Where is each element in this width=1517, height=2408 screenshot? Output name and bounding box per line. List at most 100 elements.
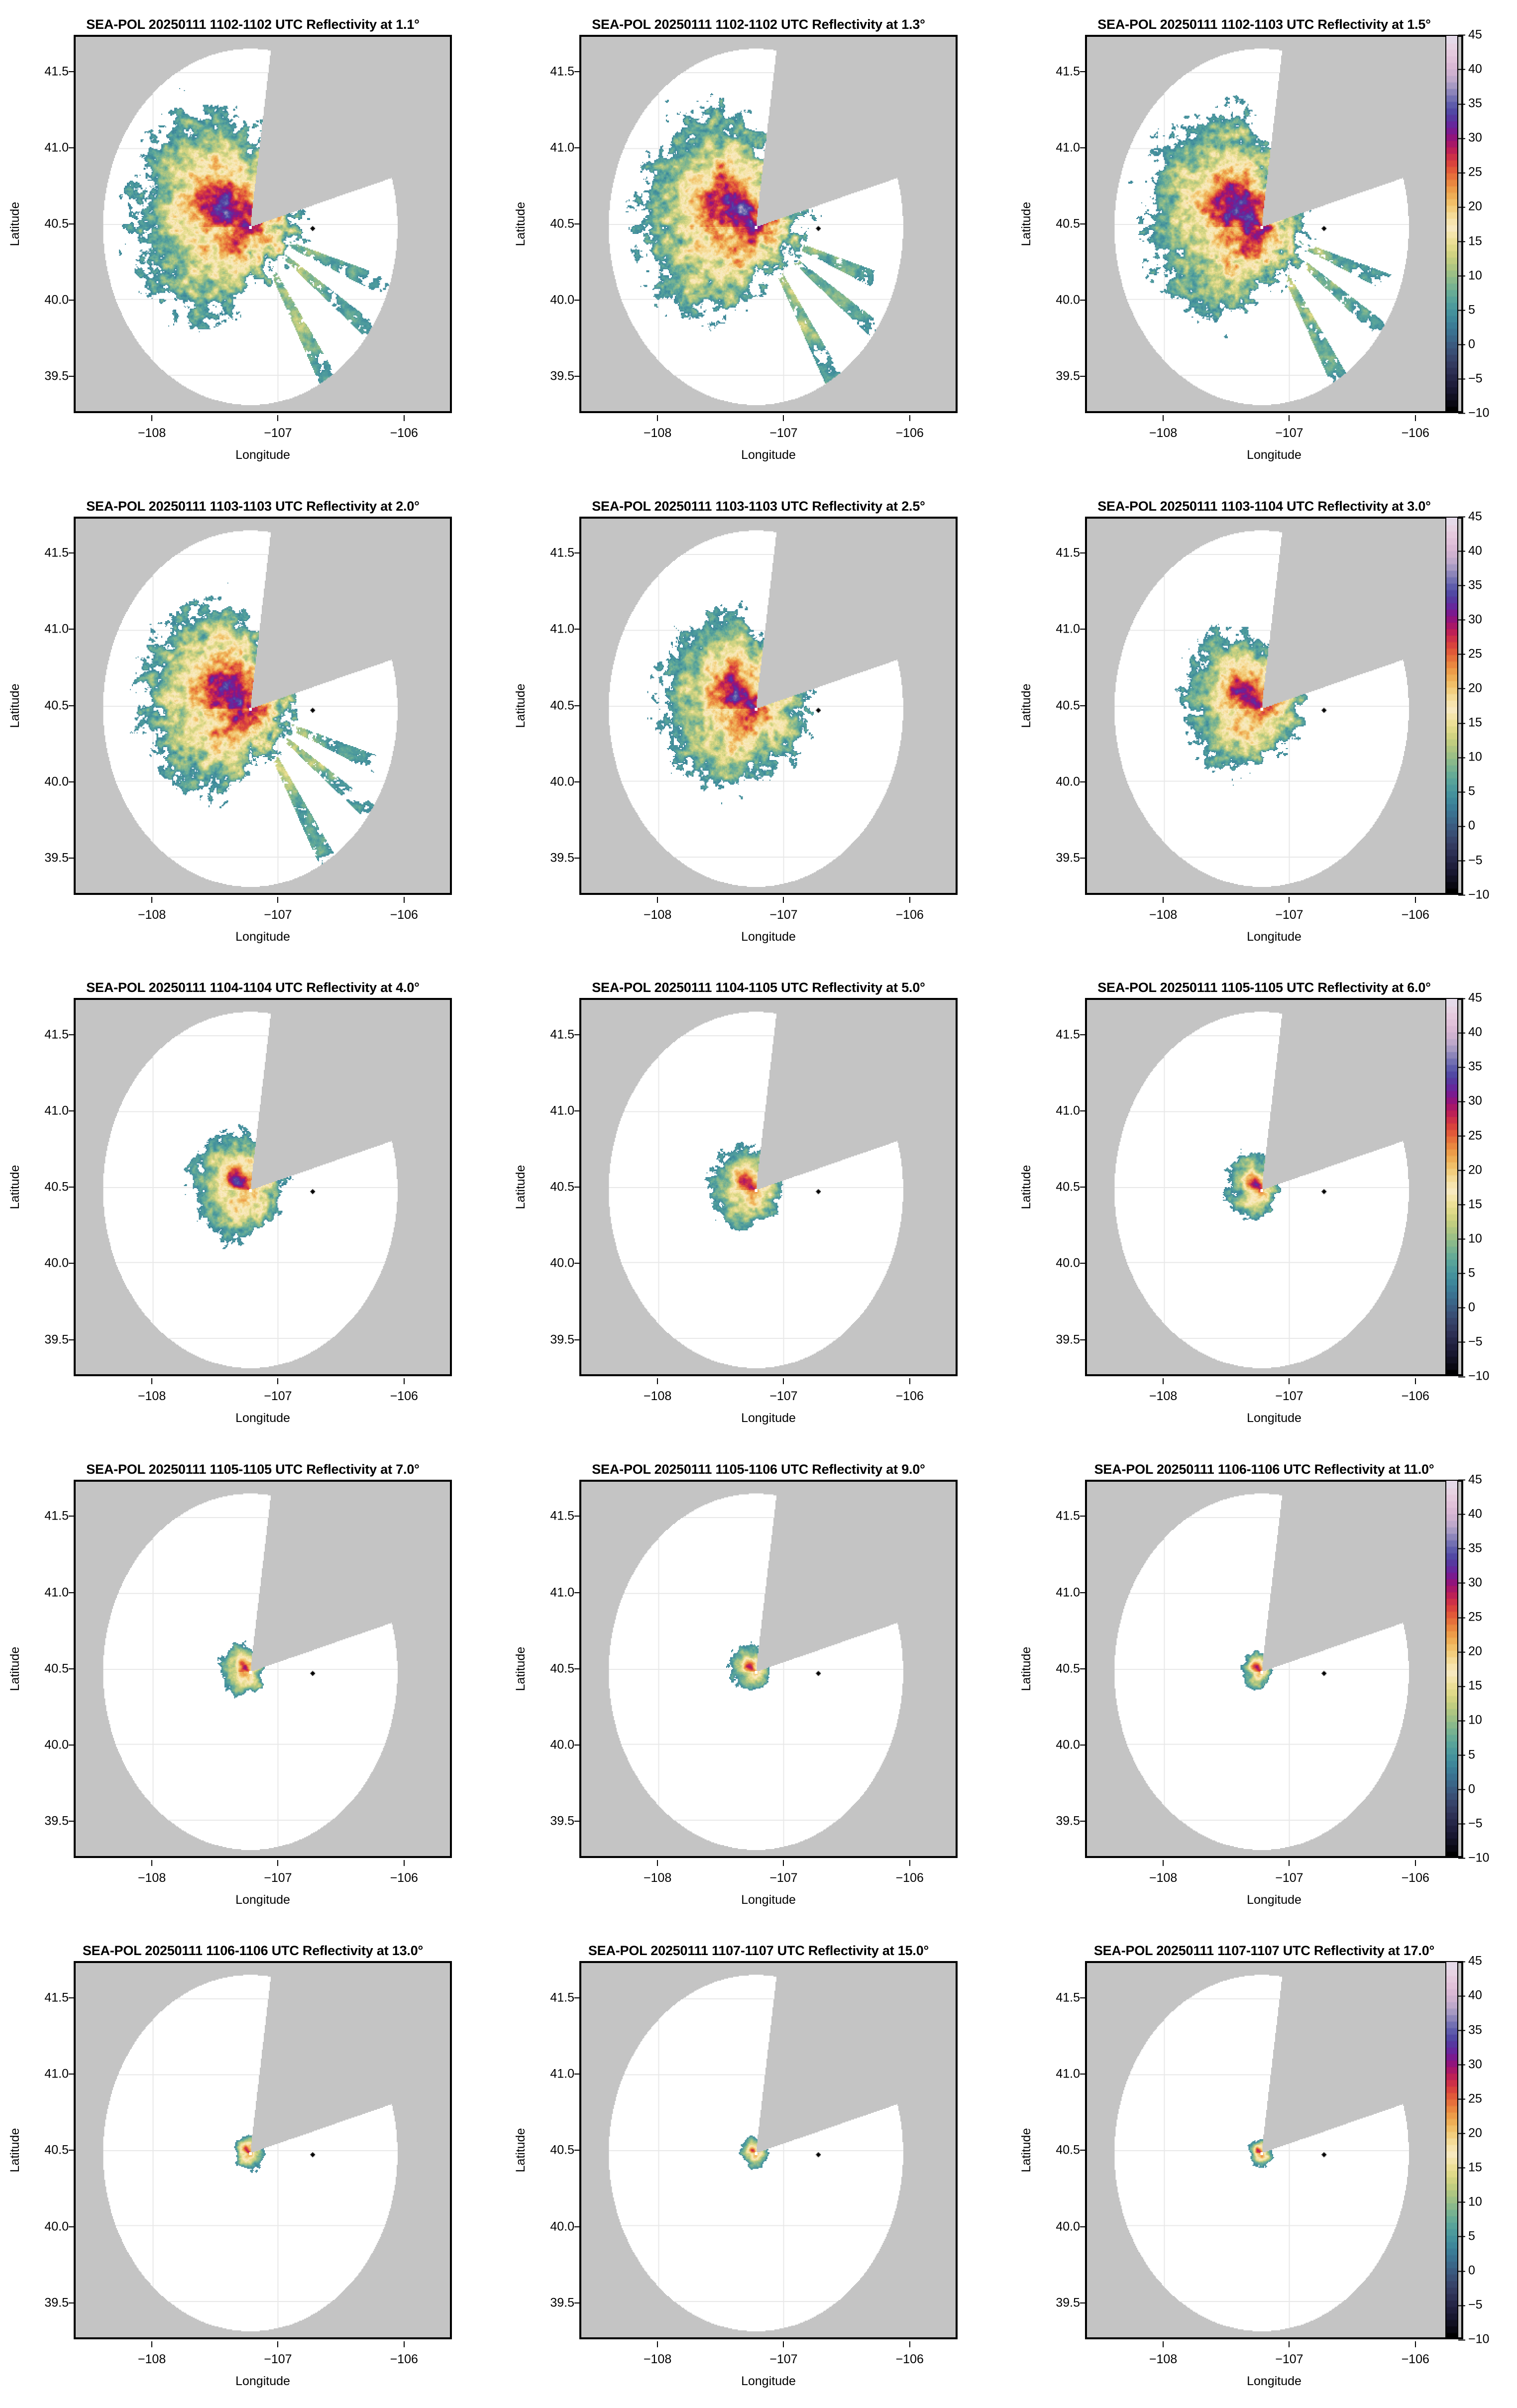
x-tick-mark xyxy=(277,2341,279,2348)
y-axis-label-wrap: Latitude xyxy=(8,998,32,1376)
x-tick-label: −108 xyxy=(1149,1870,1178,1885)
y-tick-label: 39.5 xyxy=(550,2296,574,2310)
colorbar-tick-label: −10 xyxy=(1468,1369,1490,1383)
x-tick-mark xyxy=(657,1378,658,1385)
x-tick-label: −107 xyxy=(1275,426,1303,440)
colorbar-tick-mark xyxy=(1458,1823,1465,1825)
colorbar-tick-mark xyxy=(1458,1686,1465,1687)
colorbar-tick-mark xyxy=(1458,550,1465,552)
colorbar-tick-mark xyxy=(1458,894,1465,896)
y-tick-mark xyxy=(1080,2074,1086,2075)
x-tick-mark xyxy=(1414,1378,1416,1385)
x-tick-label: −107 xyxy=(1275,1389,1303,1404)
y-tick-label: 40.5 xyxy=(1056,698,1080,713)
colorbar-tick-mark xyxy=(1458,2339,1465,2341)
y-tick-mark xyxy=(574,2150,580,2151)
y-tick-labels: 39.5 40.0 40.5 41.0 41.5 xyxy=(1041,1961,1080,2339)
y-tick-label: 41.0 xyxy=(44,2067,69,2081)
x-tick-label: −108 xyxy=(643,907,672,922)
y-tick-label: 40.0 xyxy=(550,2219,574,2234)
y-tick-label: 41.0 xyxy=(1056,2067,1080,2081)
y-tick-label: 40.0 xyxy=(550,1738,574,1752)
y-tick-label: 40.0 xyxy=(1056,1256,1080,1270)
y-tick-mark xyxy=(1080,1592,1086,1593)
y-axis-label: Latitude xyxy=(514,202,528,246)
colorbar-tick-mark xyxy=(1458,207,1465,208)
colorbar-tick-mark xyxy=(1458,2167,1465,2169)
y-axis-label: Latitude xyxy=(514,1165,528,1209)
colorbar-tick-mark xyxy=(1458,1238,1465,1240)
x-tick-mark xyxy=(151,1860,153,1866)
colorbar-tick: 20 xyxy=(1458,1644,1482,1659)
y-tick-label: 41.5 xyxy=(44,1027,69,1042)
colorbar-tick-label: −5 xyxy=(1468,1816,1483,1831)
y-axis-label: Latitude xyxy=(514,1646,528,1691)
y-tick-label: 39.5 xyxy=(550,1332,574,1347)
y-tick-label: 40.0 xyxy=(550,1256,574,1270)
y-tick-mark xyxy=(1080,71,1086,72)
y-tick-mark xyxy=(1080,705,1086,706)
x-tick-labels: −108 −107 −106 xyxy=(579,1860,958,1890)
colorbar-tick-label: −5 xyxy=(1468,2298,1483,2312)
x-tick-label: −108 xyxy=(1149,907,1178,922)
colorbar-tick-label: 20 xyxy=(1468,1163,1482,1177)
reflectivity-canvas xyxy=(76,37,450,411)
x-axis-label: Longitude xyxy=(1247,1411,1301,1425)
y-axis-label-wrap: Latitude xyxy=(514,517,538,895)
x-tick-mark xyxy=(1289,1860,1290,1866)
y-tick-label: 41.5 xyxy=(1056,1027,1080,1042)
y-tick-label: 41.0 xyxy=(44,1103,69,1118)
y-tick-label: 40.5 xyxy=(44,698,69,713)
y-tick-mark xyxy=(574,629,580,630)
y-tick-label: 39.5 xyxy=(44,1332,69,1347)
colorbar-tick-mark xyxy=(1458,688,1465,689)
x-tick-mark xyxy=(403,1860,405,1866)
y-tick-mark xyxy=(69,1516,75,1517)
y-tick-label: 41.0 xyxy=(44,622,69,636)
x-tick-label: −107 xyxy=(769,1389,798,1404)
x-tick-label: −108 xyxy=(643,426,672,440)
x-tick-mark xyxy=(277,415,279,421)
x-tick-mark xyxy=(403,415,405,421)
x-tick-label: −107 xyxy=(264,2352,292,2367)
colorbar-tick-label: 15 xyxy=(1468,1678,1482,1693)
y-tick-mark xyxy=(69,223,75,224)
x-tick-label: −108 xyxy=(643,1870,672,1885)
x-tick-mark xyxy=(1163,2341,1164,2348)
colorbar-tick-mark xyxy=(1458,998,1465,999)
y-tick-mark xyxy=(69,1187,75,1188)
x-tick-mark xyxy=(151,415,153,421)
y-tick-label: 40.5 xyxy=(550,2143,574,2157)
colorbar-tick: −5 xyxy=(1458,853,1483,868)
y-tick-mark xyxy=(574,1187,580,1188)
colorbar-tick: 0 xyxy=(1458,337,1475,351)
colorbar-tick: 5 xyxy=(1458,784,1475,799)
x-tick-mark xyxy=(1163,1860,1164,1866)
x-axis-label: Longitude xyxy=(235,2374,290,2389)
colorbar-tick-mark xyxy=(1458,791,1465,793)
y-tick-label: 40.0 xyxy=(44,774,69,789)
colorbar-tick-label: 0 xyxy=(1468,337,1475,351)
colorbar-tick: 45 xyxy=(1458,1954,1482,1969)
colorbar-tick-mark xyxy=(1458,1582,1465,1584)
colorbar-tick-mark xyxy=(1458,69,1465,70)
y-tick-label: 39.5 xyxy=(44,851,69,865)
colorbar-tick-label: 20 xyxy=(1468,681,1482,695)
y-tick-mark xyxy=(574,1821,580,1822)
y-tick-label: 40.5 xyxy=(550,217,574,231)
colorbar-tick: 25 xyxy=(1458,1610,1482,1625)
colorbar-tick-label: 35 xyxy=(1468,2023,1482,2037)
y-tick-mark xyxy=(574,2226,580,2227)
colorbar-tick-label: 5 xyxy=(1468,1266,1475,1280)
colorbar-tick-label: 15 xyxy=(1468,234,1482,248)
colorbar-tick-mark xyxy=(1458,619,1465,621)
colorbar-tick-mark xyxy=(1458,2305,1465,2306)
y-tick-label: 40.0 xyxy=(44,2219,69,2234)
y-tick-mark xyxy=(1080,147,1086,148)
colorbar-gradient xyxy=(1445,35,1458,413)
colorbar-tick-label: 0 xyxy=(1468,1300,1475,1314)
x-tick-label: −107 xyxy=(264,907,292,922)
y-tick-mark xyxy=(574,781,580,782)
